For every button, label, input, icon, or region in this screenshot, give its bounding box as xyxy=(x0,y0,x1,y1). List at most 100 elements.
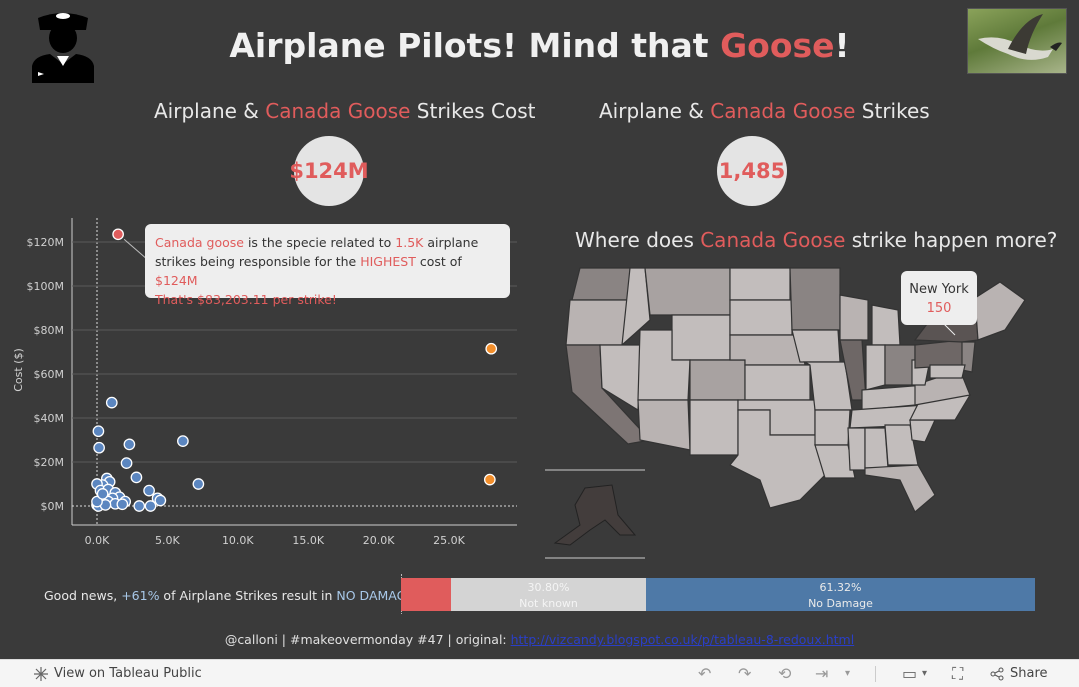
y-tick-label: $20M xyxy=(34,456,65,469)
outlier-point[interactable] xyxy=(485,342,498,355)
state-arizona xyxy=(637,399,691,451)
state-pennsylvania xyxy=(914,339,966,369)
x-tick-label: 5.0K xyxy=(155,534,180,547)
refresh-dropdown-icon[interactable]: ▾ xyxy=(845,668,851,679)
state-florida xyxy=(864,464,936,513)
state-nebraska xyxy=(729,334,806,366)
dashboard: Airplane Pilots! Mind that Goose! Airpla… xyxy=(0,8,1067,647)
toolbar-divider xyxy=(875,666,876,682)
state-alaska xyxy=(553,484,637,546)
state-idaho xyxy=(621,267,651,347)
state-new-england xyxy=(974,281,1026,341)
y-tick-label: $80M xyxy=(34,324,65,337)
state-michigan xyxy=(871,304,901,346)
state-texas xyxy=(729,409,831,509)
scatter-point[interactable] xyxy=(105,396,118,409)
goose-photo xyxy=(967,8,1067,74)
canada-goose-point[interactable] xyxy=(112,228,124,241)
state-louisiana xyxy=(814,444,856,479)
goose-icon xyxy=(978,14,1062,60)
share-button[interactable]: Share xyxy=(990,666,1048,681)
state-ohio xyxy=(884,344,916,386)
new-york-label: New York 150 xyxy=(901,271,977,325)
scatter-point[interactable] xyxy=(91,495,103,508)
segment-label: Not known xyxy=(519,597,578,610)
state-indiana xyxy=(865,344,886,391)
annotation-leader-line xyxy=(123,238,149,261)
state-minnesota xyxy=(789,267,841,331)
refresh-icon[interactable]: ⇥ xyxy=(815,664,829,683)
state-colorado xyxy=(689,359,746,401)
damage-segment-not-known[interactable]: 30.80% Not known xyxy=(451,578,646,611)
state-arkansas xyxy=(814,409,851,446)
redo-icon[interactable]: ↷ xyxy=(738,664,752,683)
comment-icon[interactable]: ▭ xyxy=(902,664,918,683)
credit-line: @calloni | #makeovermonday #47 | origina… xyxy=(224,632,855,647)
x-tick-label: 15.0K xyxy=(292,534,324,547)
y-axis-title: Cost ($) xyxy=(12,348,25,392)
pilot-icon xyxy=(32,13,94,83)
us-strike-map[interactable] xyxy=(540,255,1060,565)
state-wyoming xyxy=(671,314,731,361)
x-tick-label: 25.0K xyxy=(433,534,465,547)
x-tick-label: 10.0K xyxy=(222,534,254,547)
damage-segment-no-damage[interactable]: 61.32% No Damage xyxy=(646,578,1035,611)
source-link[interactable]: http://vizcandy.blogspot.co.uk/p/tableau… xyxy=(510,632,855,647)
segment-label: No Damage xyxy=(808,597,873,610)
scatter-point[interactable] xyxy=(116,498,129,511)
strikes-kpi: 1,485 xyxy=(717,136,787,206)
outlier-point[interactable] xyxy=(483,473,496,486)
scatter-point[interactable] xyxy=(143,484,155,497)
tableau-toolbar: View on Tableau Public ↶ ↷ ⟲ ⇥ ▾ ▭ ▾ ⛶ S… xyxy=(0,659,1079,687)
state-north-dakota xyxy=(729,267,791,301)
scatter-point[interactable] xyxy=(133,500,146,512)
cost-scatter-chart[interactable]: $0M $20M $40M $60M $80M $100M $120M 0.0K 5.0K 10.… xyxy=(0,210,530,565)
state-mississippi xyxy=(847,427,866,471)
page-title: Airplane Pilots! Mind that Goose! xyxy=(229,26,850,65)
scatter-point[interactable] xyxy=(92,425,105,438)
goose-annotation: Canada goose is the specie related to 1.… xyxy=(145,224,510,307)
x-tick-label: 20.0K xyxy=(363,534,395,547)
state-maryland xyxy=(929,364,966,379)
state-kansas xyxy=(744,364,811,401)
revert-icon[interactable]: ⟲ xyxy=(778,664,792,683)
y-tick-label: $100M xyxy=(27,280,65,293)
damage-segment-other[interactable] xyxy=(401,578,451,611)
state-montana xyxy=(644,267,731,316)
state-south-carolina xyxy=(909,419,936,443)
comment-dropdown-icon[interactable]: ▾ xyxy=(922,668,928,679)
y-tick-label: $120M xyxy=(27,236,65,249)
state-iowa xyxy=(791,329,841,363)
view-on-tableau-button[interactable]: View on Tableau Public xyxy=(34,666,202,681)
scatter-point[interactable] xyxy=(123,438,136,451)
cost-kpi: $124M xyxy=(289,136,369,206)
y-tick-label: $40M xyxy=(34,412,65,425)
scatter-point[interactable] xyxy=(120,457,133,469)
state-washington xyxy=(571,267,631,301)
segment-percent: 61.32% xyxy=(819,581,862,594)
share-icon xyxy=(990,667,1004,680)
state-wisconsin xyxy=(839,294,869,341)
scatter-point[interactable] xyxy=(192,478,205,490)
scatter-point[interactable] xyxy=(144,500,157,512)
damage-news: Good news, +61% of Airplane Strikes resu… xyxy=(44,588,420,603)
damage-bar[interactable]: 30.80% Not known 61.32% No Damage xyxy=(401,578,1035,611)
state-south-dakota xyxy=(729,299,793,336)
segment-percent: 30.80% xyxy=(527,581,570,594)
x-tick-label: 0.0K xyxy=(85,534,110,547)
scatter-point[interactable] xyxy=(154,494,167,507)
tableau-logo-icon xyxy=(34,666,48,681)
scatter-point[interactable] xyxy=(96,488,109,500)
fullscreen-icon[interactable]: ⛶ xyxy=(952,664,964,683)
scatter-point[interactable] xyxy=(130,471,143,484)
y-tick-label: $0M xyxy=(41,500,65,513)
y-tick-label: $60M xyxy=(34,368,65,381)
scatter-point[interactable] xyxy=(177,435,189,447)
cost-panel-title: Airplane & Canada Goose Strikes Cost xyxy=(154,99,536,123)
scatter-point[interactable] xyxy=(93,441,105,454)
map-title: Where does Canada Goose strike happen mo… xyxy=(575,228,1058,252)
state-new-mexico xyxy=(689,399,739,456)
strikes-panel-title: Airplane & Canada Goose Strikes xyxy=(599,99,930,123)
state-oregon xyxy=(565,299,631,346)
undo-icon[interactable]: ↶ xyxy=(698,664,712,683)
